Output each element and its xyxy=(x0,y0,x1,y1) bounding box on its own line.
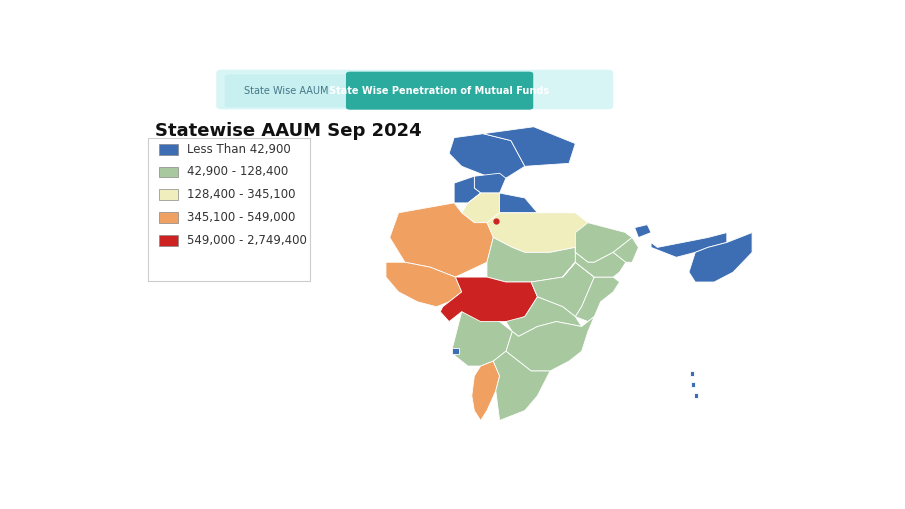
Text: Less Than 42,900: Less Than 42,900 xyxy=(186,143,291,156)
Polygon shape xyxy=(691,382,695,387)
Text: 345,100 - 549,000: 345,100 - 549,000 xyxy=(186,211,295,224)
Polygon shape xyxy=(462,193,500,222)
Polygon shape xyxy=(487,213,588,252)
FancyBboxPatch shape xyxy=(148,137,310,280)
Bar xyxy=(158,212,178,223)
Text: 128,400 - 345,100: 128,400 - 345,100 xyxy=(186,188,295,201)
Polygon shape xyxy=(390,203,493,277)
Polygon shape xyxy=(483,127,576,166)
Polygon shape xyxy=(634,224,651,238)
Polygon shape xyxy=(651,233,727,257)
Polygon shape xyxy=(563,262,620,322)
Polygon shape xyxy=(452,348,459,354)
Bar xyxy=(158,235,178,246)
Bar xyxy=(158,144,178,155)
Text: State Wise AAUM: State Wise AAUM xyxy=(244,86,329,96)
Text: 42,900 - 128,400: 42,900 - 128,400 xyxy=(186,165,288,179)
Polygon shape xyxy=(694,393,698,398)
FancyBboxPatch shape xyxy=(224,74,348,107)
Bar xyxy=(158,189,178,200)
Polygon shape xyxy=(472,361,500,420)
FancyBboxPatch shape xyxy=(216,70,614,109)
Polygon shape xyxy=(531,262,595,317)
Polygon shape xyxy=(500,193,538,213)
Polygon shape xyxy=(614,233,638,262)
Text: Statewise AAUM Sep 2024: Statewise AAUM Sep 2024 xyxy=(156,122,422,140)
Polygon shape xyxy=(487,238,576,282)
Bar xyxy=(158,166,178,178)
FancyBboxPatch shape xyxy=(346,72,533,109)
Polygon shape xyxy=(576,222,632,262)
Polygon shape xyxy=(506,317,595,371)
Polygon shape xyxy=(474,173,506,193)
Polygon shape xyxy=(691,371,694,376)
Polygon shape xyxy=(506,297,582,336)
Polygon shape xyxy=(493,351,550,420)
Polygon shape xyxy=(440,277,538,326)
Polygon shape xyxy=(454,176,481,203)
Text: 549,000 - 2,749,400: 549,000 - 2,749,400 xyxy=(186,234,307,247)
Polygon shape xyxy=(563,247,626,277)
Polygon shape xyxy=(452,312,512,366)
Text: State Wise Penetration of Mutual Funds: State Wise Penetration of Mutual Funds xyxy=(329,86,549,96)
Polygon shape xyxy=(449,134,525,178)
Polygon shape xyxy=(689,233,752,282)
Polygon shape xyxy=(386,262,462,307)
